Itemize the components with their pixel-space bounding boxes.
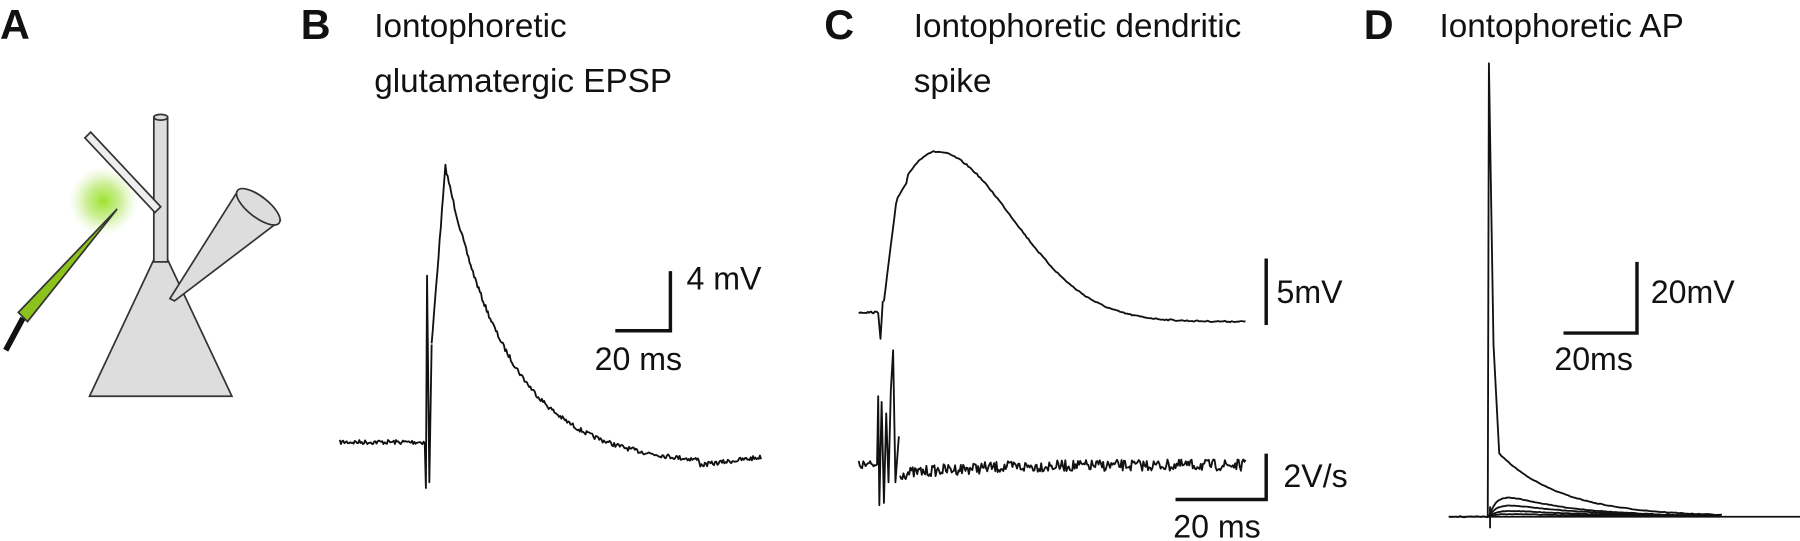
scale-label: 20mV [1651, 274, 1735, 310]
trace [338, 163, 762, 489]
scale-label: 4 mV [686, 260, 762, 296]
scale-label: 20ms [1554, 341, 1633, 377]
panel-title: spike [914, 63, 992, 100]
scale-label: 20 ms [595, 341, 682, 377]
scale-label: 20 ms [1173, 508, 1260, 541]
scale-bar [1563, 261, 1639, 335]
trace [858, 150, 1246, 340]
neuron-diagram [3, 113, 282, 398]
scale-bar [615, 271, 673, 333]
panel-title: Iontophoretic AP [1440, 8, 1684, 45]
panel-letter: D [1364, 2, 1394, 48]
trace [1448, 506, 1800, 529]
panel-letter: C [824, 2, 854, 48]
panel-title: Iontophoretic dendritic [914, 8, 1241, 45]
scale-label: 2V/s [1283, 458, 1347, 494]
trace [857, 349, 1247, 507]
panel-letter: A [0, 2, 30, 48]
panel-title: glutamatergic EPSP [374, 63, 672, 100]
panel-letter: B [301, 2, 331, 48]
scale-bar [1175, 453, 1268, 502]
panel-title: Iontophoretic [374, 8, 566, 45]
scale-label: 5mV [1277, 274, 1344, 310]
